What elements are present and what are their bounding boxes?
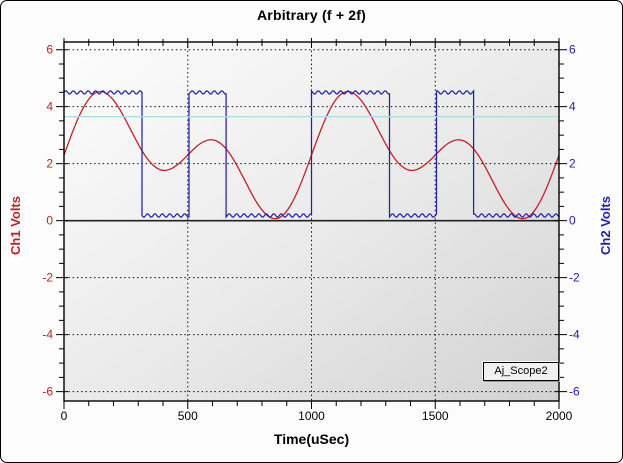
y-left-tick-label: -2 [42, 271, 53, 285]
plot-border [63, 41, 560, 402]
y-left-tick-label: 6 [46, 43, 53, 57]
y-left-tick-label: 4 [46, 100, 53, 114]
right-axis-title-ch2: Ch2 Volts [598, 196, 613, 256]
x-tick-label: 500 [178, 409, 198, 423]
y-left-tick-label: -6 [42, 385, 53, 399]
x-tick-label: 1000 [298, 409, 325, 423]
y-left-tick-label: -4 [42, 328, 53, 342]
x-tick-label: 2000 [546, 409, 573, 423]
left-axis-title-ch1: Ch1 Volts [8, 196, 23, 256]
chart-title: Arbitrary (f + 2f) [256, 7, 366, 23]
y-right-tick-label: 2 [569, 157, 576, 171]
y-right-tick-label: 4 [569, 100, 576, 114]
x-axis-title: Time(uSec) [273, 431, 350, 447]
y-right-tick-label: -2 [569, 271, 580, 285]
y-right-tick-label: 0 [569, 214, 576, 228]
y-right-tick-label: 6 [569, 43, 576, 57]
scope-name-badge[interactable]: Aj_Scope2 [483, 362, 559, 381]
y-left-tick-label: 2 [46, 157, 53, 171]
y-left-tick-label: 0 [46, 214, 53, 228]
x-tick-label: 0 [61, 409, 68, 423]
x-tick-label: 1500 [422, 409, 449, 423]
ch2-square-trace [63, 89, 560, 219]
y-right-tick-label: -6 [569, 385, 580, 399]
y-right-tick-label: -4 [569, 328, 580, 342]
